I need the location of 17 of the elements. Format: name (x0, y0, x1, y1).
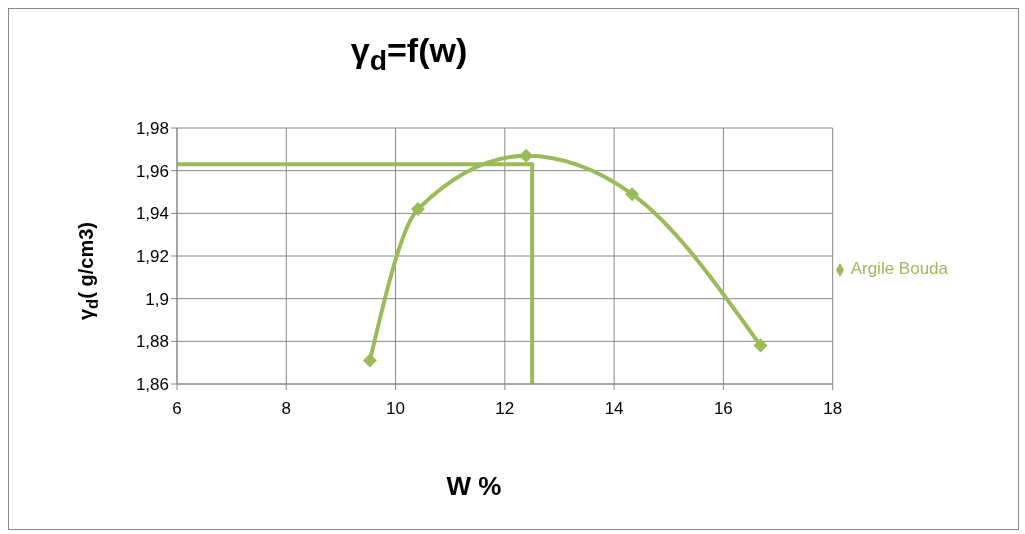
y-tick-label: 1,96 (135, 161, 169, 181)
x-tick-label: 18 (823, 399, 843, 419)
legend-label: Argile Bouda (850, 259, 948, 278)
y-tick-label: 1,9 (145, 289, 169, 309)
x-tick-label: 6 (172, 399, 182, 419)
y-tick-label: 1,94 (135, 204, 169, 224)
x-axis-title: W % (445, 471, 503, 502)
x-tick-label: 12 (495, 399, 515, 419)
y-tick-label: 1,88 (135, 332, 169, 352)
y-tick-label: 1,92 (135, 247, 169, 267)
chart-title: γ$_{d}$=f(w) (349, 31, 469, 77)
y-tick-label: 1,98 (135, 119, 169, 139)
y-tick-label: 1,86 (135, 375, 169, 395)
x-tick-label: 8 (281, 399, 292, 419)
x-tick-label: 16 (713, 399, 733, 419)
x-tick-label: 10 (386, 399, 406, 419)
x-tick-label: 14 (604, 399, 624, 419)
